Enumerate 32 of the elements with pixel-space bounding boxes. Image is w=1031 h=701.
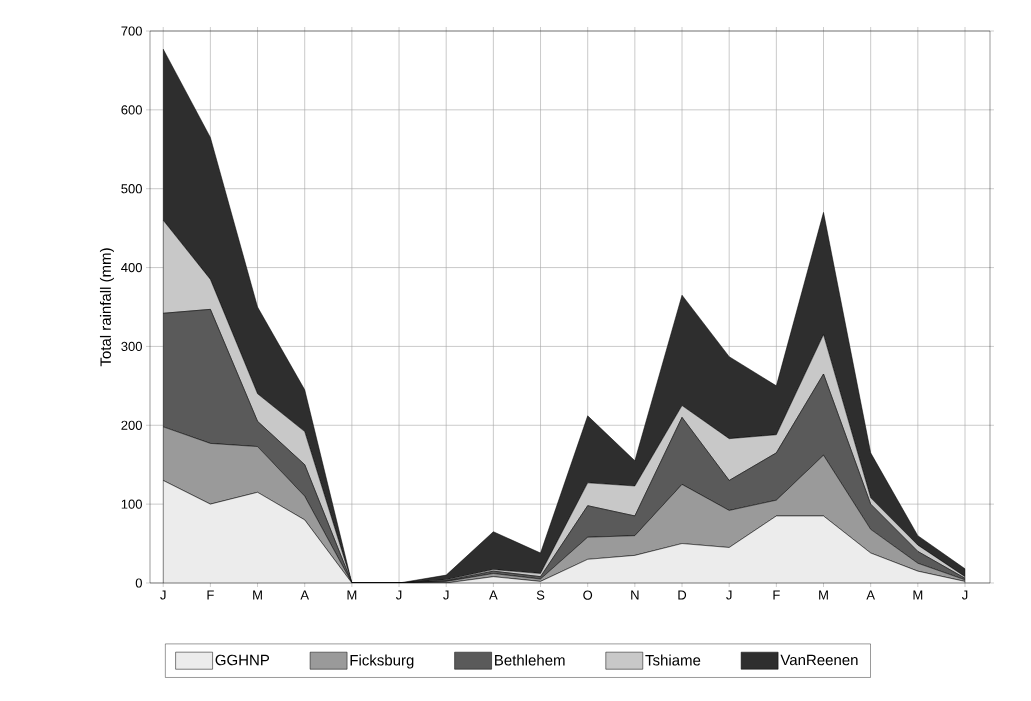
x-tick-label: F [207,590,214,600]
x-tick-label: M [253,590,262,600]
x-tick-label: M [347,590,357,600]
x-tick-label: D [678,590,687,600]
x-tick-label: N [631,590,639,600]
x-tick-label: F [773,590,780,600]
x-tick-label: S [536,590,545,600]
y-tick-label: 400 [121,262,142,273]
y-tick-label: 700 [121,26,142,36]
x-tick-label: M [913,590,923,600]
legend-label: Tshiame [645,654,701,666]
legend-label: Bethlehem [495,654,565,666]
x-tick-label: A [300,590,310,600]
y-tick-label: 200 [121,420,142,430]
x-tick-label: J [160,590,166,600]
y-tick-label: 0 [135,578,142,588]
x-tick-label: A [866,590,875,600]
x-tick-label: A [489,590,498,600]
x-tick-label: O [583,590,593,600]
y-tick-label: 500 [121,184,142,194]
x-tick-label: J [961,590,968,600]
x-tick-label: J [726,590,732,600]
y-tick-label: 100 [121,499,142,509]
y-axis-title: Total rainfall (mm) [99,248,114,367]
legend-label: Ficksburg [350,654,414,669]
legend-label: VanReenen [780,654,858,666]
x-tick-label: M [819,590,828,600]
x-tick-label: J [395,590,402,600]
x-tick-label: J [443,590,449,600]
y-tick-label: 300 [121,341,142,352]
legend-label: GGHNP [215,654,270,666]
y-tick-label: 600 [121,105,142,115]
